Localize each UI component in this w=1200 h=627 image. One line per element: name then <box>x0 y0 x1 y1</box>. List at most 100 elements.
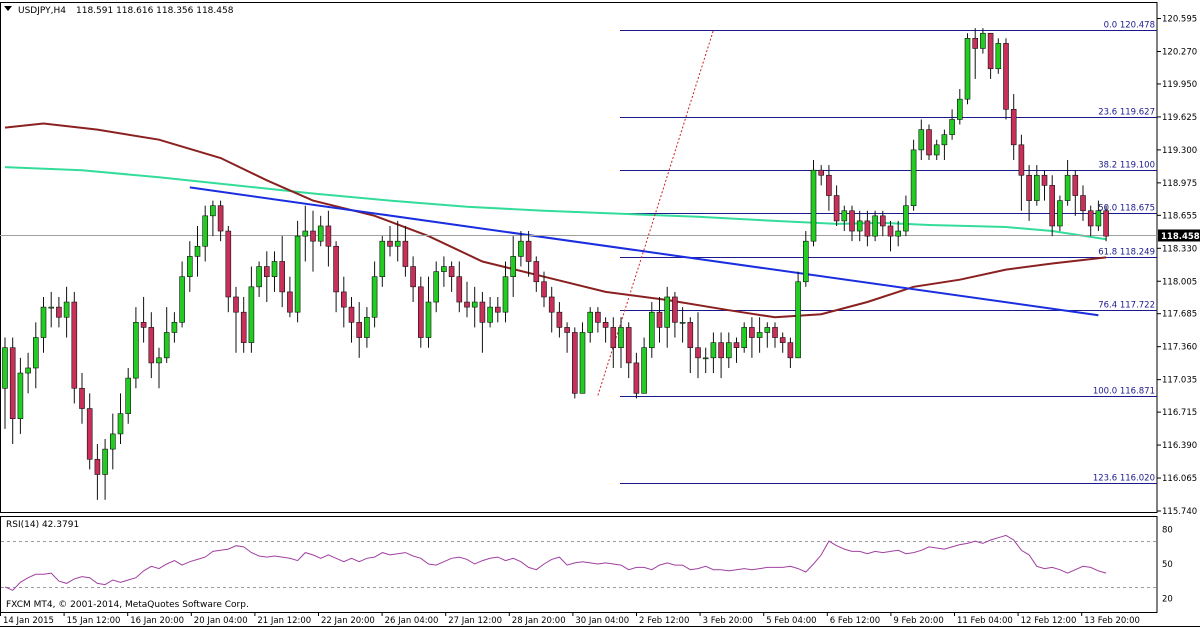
bullish-candle-body <box>210 205 216 217</box>
time-tick-label: 6 Feb 12:00 <box>830 616 880 626</box>
bearish-candle-body <box>225 230 232 298</box>
fib-level-label: 50.0 118.675 <box>1098 204 1155 214</box>
bullish-candle-body <box>679 322 686 324</box>
bullish-candle-body <box>441 266 447 272</box>
bullish-candle-body <box>1095 210 1102 227</box>
chart-header-ohlc: 118.591 118.616 118.356 118.458 <box>76 6 234 16</box>
bullish-candle-body <box>918 129 925 151</box>
bearish-candle-body <box>356 322 363 338</box>
bearish-candle-body <box>9 347 16 419</box>
bullish-candle-body <box>371 276 378 318</box>
bearish-candle-body <box>595 311 601 323</box>
bearish-candle-body <box>479 301 486 323</box>
rsi-tick-label: 20 <box>1162 594 1173 604</box>
time-tick-label: 5 Feb 04:00 <box>766 616 816 626</box>
bullish-candle-body <box>618 327 624 348</box>
bullish-candle-body <box>17 372 24 419</box>
bearish-candle-body <box>448 266 455 277</box>
bullish-candle-body <box>641 347 647 394</box>
bearish-candle-body <box>287 291 293 313</box>
bearish-candle-body <box>410 266 416 288</box>
bearish-candle-body <box>602 322 609 328</box>
fib-level-label: 61.8 118.249 <box>1098 248 1155 258</box>
price-tick-label: 119.625 <box>1162 113 1197 123</box>
trendlines <box>0 30 1157 396</box>
price-tick-label: 117.035 <box>1162 376 1197 386</box>
dropdown-arrow-icon[interactable] <box>4 6 12 11</box>
bullish-candle-body <box>1064 174 1071 201</box>
bearish-candle-body <box>310 230 316 242</box>
current-price-box <box>1158 229 1200 242</box>
bearish-candle-body <box>1026 174 1032 201</box>
bearish-candle-body <box>1072 174 1079 196</box>
bullish-candle-body <box>795 281 801 359</box>
bearish-candle-body <box>926 129 932 156</box>
rsi-panel: 80 50 20 <box>1 526 1173 604</box>
bullish-candle-body <box>171 322 178 333</box>
bullish-candle-body <box>179 276 185 323</box>
bullish-candle-body <box>910 149 917 206</box>
bullish-candle-body <box>1057 200 1063 227</box>
bullish-candle-body <box>587 311 594 333</box>
price-axis: 120.595 120.270 119.950 119.625 119.300 118.9… <box>1157 15 1200 517</box>
bearish-candle-body <box>263 266 270 277</box>
bearish-candle-body <box>718 342 724 359</box>
time-tick-label: 2 Feb 12:00 <box>639 616 689 626</box>
bearish-candle-body <box>556 311 563 328</box>
bullish-candle-body <box>110 433 116 450</box>
copyright-footer: FXCM MT4, © 2001-2014, MetaQuotes Softwa… <box>6 600 249 610</box>
bearish-candle-body <box>672 296 678 323</box>
fib-level-label: 76.4 117.722 <box>1098 301 1155 311</box>
price-tick-label: 115.740 <box>1162 507 1197 517</box>
time-tick-label: 9 Feb 20:00 <box>893 616 943 626</box>
bearish-candle-body <box>864 220 871 237</box>
bearish-candle-body <box>140 322 147 328</box>
bullish-candle-body <box>471 301 478 308</box>
rsi-tick-label: 80 <box>1162 526 1173 536</box>
bearish-candle-body <box>1049 185 1055 227</box>
time-tick-label: 28 Jan 20:00 <box>512 616 566 626</box>
price-tick-label: 119.950 <box>1162 80 1197 90</box>
fib-level-label: 38.2 119.100 <box>1098 161 1155 171</box>
bearish-candle-body <box>348 306 355 323</box>
bearish-candle-body <box>340 291 347 308</box>
bearish-candle-body <box>240 311 247 343</box>
bullish-candle-body <box>187 256 193 277</box>
current-price-label: 118.458 <box>1161 232 1200 242</box>
rsi-plot-border <box>0 516 1158 613</box>
bearish-candle-body <box>494 306 501 313</box>
bearish-candle-body <box>464 301 470 308</box>
bearish-candle-body <box>79 387 85 409</box>
price-tick-label: 118.975 <box>1162 179 1197 189</box>
bearish-candle-body <box>1080 195 1086 212</box>
bearish-candle-body <box>610 327 617 348</box>
bullish-candle-body <box>294 235 301 313</box>
bullish-candle-body <box>271 261 278 277</box>
price-tick-label: 116.715 <box>1162 408 1197 418</box>
bearish-candle-body <box>733 342 740 348</box>
time-tick-label: 14 Jan 2015 <box>3 616 54 626</box>
bullish-candle-body <box>487 306 493 323</box>
bullish-candle-body <box>579 332 586 394</box>
bearish-candle-body <box>86 408 93 460</box>
price-tick-label: 118.655 <box>1162 211 1197 221</box>
descending-trendline <box>189 186 1099 317</box>
fast-moving-average-line <box>4 122 1107 319</box>
bearish-candle-body <box>887 225 894 237</box>
bearish-candle-body <box>71 301 78 389</box>
bullish-candle-body <box>810 169 817 242</box>
bullish-candle-body <box>63 301 70 318</box>
bearish-candle-body <box>972 38 979 49</box>
bullish-candle-body <box>248 286 255 343</box>
bullish-candle-body <box>756 332 763 338</box>
bearish-candle-body <box>233 296 239 313</box>
bearish-candle-body <box>548 296 555 313</box>
bearish-candle-body <box>525 240 532 262</box>
bearish-candle-body <box>1103 210 1109 237</box>
bullish-candle-body <box>895 230 902 237</box>
bearish-candle-body <box>402 240 409 267</box>
bearish-candle-body <box>687 322 694 348</box>
bearish-candle-body <box>787 342 794 359</box>
price-tick-label: 117.685 <box>1162 310 1197 320</box>
